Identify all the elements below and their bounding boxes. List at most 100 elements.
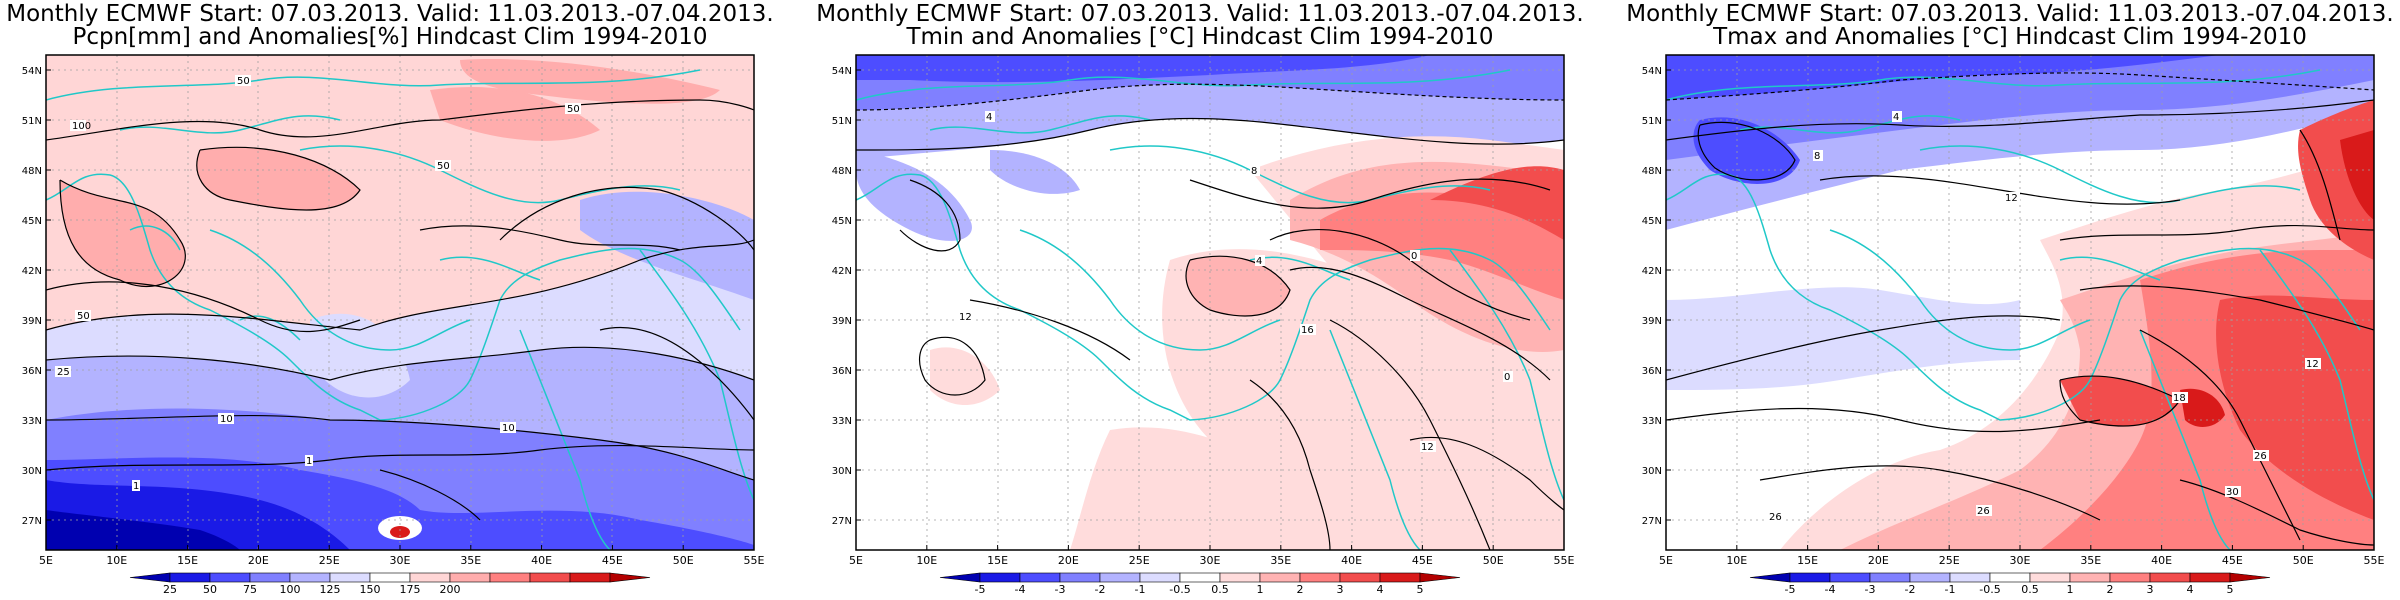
contour-label: 12 xyxy=(2005,193,2018,204)
lon-tick-label: 20E xyxy=(1058,554,1079,567)
lat-tick-label: 54N xyxy=(832,66,852,77)
tmin-anomaly-map: 4 8 0 4 16 12 0 12 54N51N48N45N42N39N36N… xyxy=(832,54,1575,596)
colorbar-swatch xyxy=(449,572,491,583)
precipitation-panel: Monthly ECMWF Start: 07.03.2013. Valid: … xyxy=(0,0,780,600)
lon-tick-label: 25E xyxy=(1939,554,1960,567)
lat-tick-label: 48N xyxy=(1642,166,1662,177)
precipitation-anomaly-map: 100 50 50 50 50 25 10 10 1 1 54N 51N 48N 45… xyxy=(22,54,765,596)
lat-tick-label: 39N xyxy=(832,316,852,327)
colorbar-tick-label: 25 xyxy=(163,583,177,596)
colorbar-swatch xyxy=(1789,572,1831,583)
colorbar-swatch xyxy=(569,572,611,583)
lat-tick-label: 27N xyxy=(1642,516,1662,527)
lat-tick-label: 33N xyxy=(22,416,42,427)
colorbar: -5 -4 -3 -2 -1 -0.5 0.5 1 2 3 4 5 xyxy=(939,572,1461,596)
colorbar-swatch xyxy=(1989,572,2031,583)
tmax-anomaly-map: 4 8 12 18 26 26 26 30 12 54N51N48N45N42N… xyxy=(1642,54,2385,596)
contour-label: 16 xyxy=(1301,325,1314,336)
lat-tick-label: 30N xyxy=(1642,466,1662,477)
colorbar-swatch xyxy=(1339,572,1381,583)
contour-label: 1 xyxy=(133,481,139,492)
colorbar-tick-label: 75 xyxy=(243,583,257,596)
lon-tick-label: 5E xyxy=(849,554,863,567)
colorbar-tick-label: 100 xyxy=(280,583,301,596)
contour-label: 26 xyxy=(1977,506,1990,517)
colorbar-swatch xyxy=(2029,572,2071,583)
colorbar-swatch xyxy=(1419,572,1461,583)
colorbar-tick-label: 5 xyxy=(1417,583,1424,596)
contour-label: 10 xyxy=(502,423,515,434)
panel-subtitle: Tmin and Anomalies [°C] Hindcast Clim 19… xyxy=(906,24,1494,50)
lon-tick-label: 10E xyxy=(916,554,937,567)
lon-tick-label: 50E xyxy=(673,554,694,567)
lat-tick-label: 48N xyxy=(22,166,42,177)
colorbar-tick-label: -4 xyxy=(1825,583,1836,596)
colorbar-swatch xyxy=(2069,572,2111,583)
lon-tick-label: 40E xyxy=(2151,554,2172,567)
colorbar-tick-label: 1 xyxy=(1257,583,1264,596)
lat-tick-label: 51N xyxy=(22,116,42,127)
contour-label: 50 xyxy=(567,104,580,115)
lat-tick-label: 45N xyxy=(22,216,42,227)
lon-tick-label: 10E xyxy=(106,554,127,567)
colorbar-swatch xyxy=(289,572,331,583)
contour-label: 25 xyxy=(57,367,70,378)
colorbar-tick-label: 5 xyxy=(2227,583,2234,596)
lon-tick-label: 10E xyxy=(1726,554,1747,567)
lon-tick-label: 30E xyxy=(2010,554,2031,567)
colorbar-swatch xyxy=(1219,572,1261,583)
contour-label: 50 xyxy=(77,311,90,322)
lon-tick-label: 45E xyxy=(2222,554,2243,567)
contour-label: 12 xyxy=(2306,359,2319,370)
contour-label: 12 xyxy=(959,312,972,323)
colorbar-swatch xyxy=(169,572,211,583)
colorbar-swatch xyxy=(1909,572,1951,583)
panel-title: Monthly ECMWF Start: 07.03.2013. Valid: … xyxy=(1626,1,2394,27)
colorbar-tick-label: 2 xyxy=(2107,583,2114,596)
lat-tick-label: 39N xyxy=(22,316,42,327)
contour-label: 4 xyxy=(1256,256,1262,267)
panel-title: Monthly ECMWF Start: 07.03.2013. Valid: … xyxy=(816,1,1584,27)
colorbar-tick-label: 3 xyxy=(2147,583,2154,596)
colorbar-swatch xyxy=(489,572,531,583)
lon-tick-label: 35E xyxy=(2080,554,2101,567)
colorbar-tick-label: 200 xyxy=(440,583,461,596)
colorbar-swatch xyxy=(1019,572,1061,583)
colorbar-tick-label: -0.5 xyxy=(1169,583,1190,596)
lat-tick-label: 27N xyxy=(22,516,42,527)
colorbar-tick-label: -1 xyxy=(1135,583,1146,596)
contour-label: 12 xyxy=(1421,442,1434,453)
lat-tick-label: 36N xyxy=(22,366,42,377)
colorbar-tick-label: 125 xyxy=(320,583,341,596)
lat-tick-label: 36N xyxy=(1642,366,1662,377)
colorbar-tick-label: -5 xyxy=(1785,583,1796,596)
colorbar-swatch xyxy=(409,572,451,583)
colorbar-tick-label: 2 xyxy=(1297,583,1304,596)
tmax-panel: Monthly ECMWF Start: 07.03.2013. Valid: … xyxy=(1620,0,2400,600)
colorbar-swatch xyxy=(1059,572,1101,583)
colorbar-tick-label: 175 xyxy=(400,583,421,596)
lat-tick-label: 45N xyxy=(1642,216,1662,227)
contour-labels: 4 8 0 4 16 12 0 12 xyxy=(959,112,1510,453)
contour-label: 0 xyxy=(1504,372,1510,383)
colorbar-swatch xyxy=(1749,572,1791,583)
colorbar-swatch xyxy=(129,572,171,583)
contour-label: 100 xyxy=(72,121,91,132)
colorbar-swatch xyxy=(1949,572,1991,583)
colorbar-swatch xyxy=(1259,572,1301,583)
lon-tick-label: 15E xyxy=(1797,554,1818,567)
colorbar-tick-label: 4 xyxy=(1377,583,1384,596)
lon-tick-label: 40E xyxy=(1341,554,1362,567)
colorbar-swatch xyxy=(609,572,651,583)
contour-labels: 100 50 50 50 50 25 10 10 1 1 xyxy=(57,76,580,492)
colorbar-tick-label: 0.5 xyxy=(1211,583,1229,596)
colorbar: 25 50 75 100 125 150 175 200 xyxy=(129,572,651,596)
contour-labels: 4 8 12 18 26 26 26 30 12 xyxy=(1769,112,2319,523)
colorbar-swatch xyxy=(1099,572,1141,583)
colorbar-swatch xyxy=(209,572,251,583)
colorbar-swatch xyxy=(249,572,291,583)
colorbar-swatch xyxy=(2229,572,2271,583)
colorbar-swatch xyxy=(2189,572,2231,583)
colorbar-tick-label: -4 xyxy=(1015,583,1026,596)
lat-tick-label: 27N xyxy=(832,516,852,527)
